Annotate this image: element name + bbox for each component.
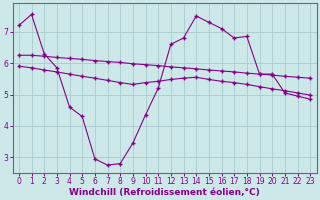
X-axis label: Windchill (Refroidissement éolien,°C): Windchill (Refroidissement éolien,°C): [69, 188, 260, 197]
